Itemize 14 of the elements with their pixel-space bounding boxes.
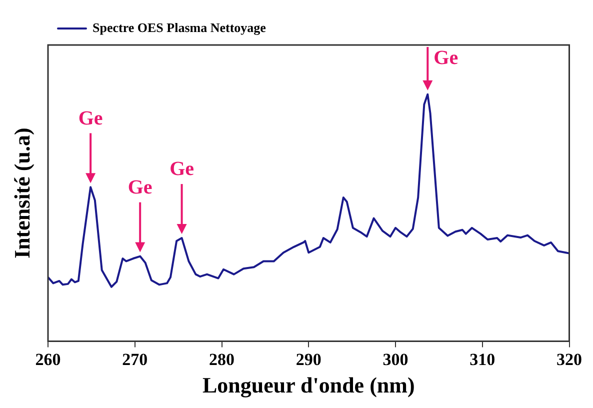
x-tick-label: 290 xyxy=(296,350,322,369)
x-tick-label: 260 xyxy=(35,350,61,369)
annotation: Ge xyxy=(128,176,152,198)
annotation: Ge xyxy=(78,107,103,130)
x-tick-label: 280 xyxy=(209,350,234,369)
legend-label: Spectre OES Plasma Nettoyage xyxy=(92,20,266,35)
annotation: Ge xyxy=(434,47,458,70)
annotation: Ge xyxy=(170,158,194,180)
y-axis-title: Intensité (u.a) xyxy=(10,128,35,258)
x-tick-label: 270 xyxy=(122,350,148,369)
x-tick-label: 300 xyxy=(382,350,408,369)
x-axis-title: Longueur d'onde (nm) xyxy=(202,372,415,398)
x-tick-label: 320 xyxy=(556,350,582,369)
x-tick-label: 310 xyxy=(470,350,496,369)
